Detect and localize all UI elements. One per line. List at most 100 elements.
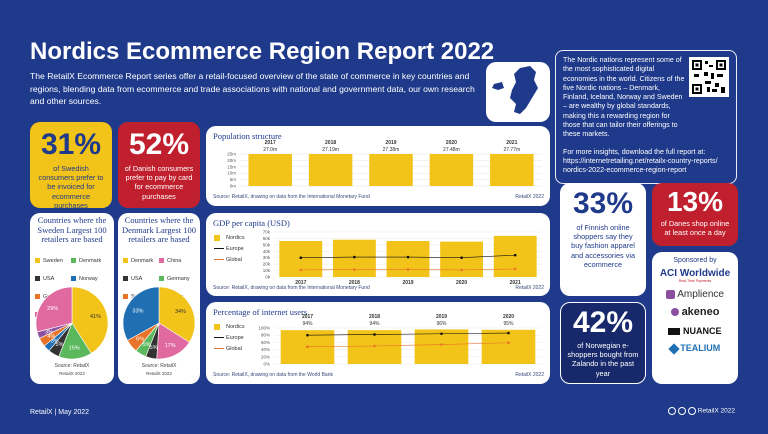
value-label: 94% <box>369 321 380 327</box>
by-icon <box>678 407 687 415</box>
pie-label: 33% <box>132 309 143 315</box>
intro-text: The RetailX Ecommerce Report series offe… <box>30 71 475 106</box>
series-point <box>373 344 376 348</box>
sponsor-tealium[interactable]: TEALIUM <box>652 342 738 355</box>
series-point <box>353 255 356 259</box>
legend-swatch <box>123 258 128 264</box>
y-tick-label: 20k <box>263 262 271 267</box>
pie-label: 41% <box>90 314 101 320</box>
year-label: 2020 <box>446 140 457 146</box>
pie-chart-denmark: 34%17%5%5%6%33% <box>122 286 196 360</box>
pie-slice <box>35 286 73 333</box>
pie-slice <box>122 286 160 341</box>
series-point <box>460 256 463 260</box>
series-point <box>299 268 303 272</box>
legend-item: Germany <box>159 275 195 283</box>
info-paragraph-1: The Nordic nations represent some of the… <box>563 56 685 139</box>
chart-source: Source: RetailX, drawing on data from th… <box>213 372 333 378</box>
y-tick-label: 30k <box>263 255 271 260</box>
qr-code-icon[interactable] <box>689 57 729 97</box>
pie-panel-sweden: Countries where the Sweden Largest 100 r… <box>30 213 114 384</box>
sponsor-nuance[interactable]: NUANCE <box>652 326 738 336</box>
chart-source: Source: RetailX, drawing on data from th… <box>213 285 370 291</box>
x-tick-label: 2017 <box>295 280 306 285</box>
series-point <box>513 253 517 257</box>
pie-chart-sweden: 41%15%5%3%4%3%29% <box>35 286 109 360</box>
stat-card-33: 33% of Finnish online shoppers say they … <box>560 183 646 296</box>
y-tick-label: 0m <box>230 184 237 189</box>
sponsors-title: Sponsored by <box>673 257 717 264</box>
pie-title: Countries where the Sweden Largest 100 r… <box>37 215 107 244</box>
pie-label: 5% <box>143 342 151 348</box>
legend-line-marker <box>214 337 224 339</box>
year-label: 2019 <box>385 140 396 146</box>
x-tick-label: 2019 <box>402 280 413 285</box>
stat-value: 13% <box>666 186 724 217</box>
y-tick-label: 10m <box>227 171 236 176</box>
y-tick-label: 20m <box>227 158 236 163</box>
series-point <box>406 268 410 271</box>
legend-item: USA <box>123 275 159 283</box>
legend-item: Sweden <box>35 257 71 265</box>
y-tick-label: 60k <box>263 236 271 241</box>
series-point <box>306 333 309 337</box>
value-label: 94% <box>302 321 313 327</box>
footer-right: RetailX 2022 <box>668 407 735 415</box>
nordics-bar <box>386 241 430 277</box>
legend-label: Sweden <box>43 258 63 264</box>
y-tick-label: 40% <box>261 347 270 352</box>
value-label: 95% <box>503 321 514 327</box>
chart-legend: Nordics Europe Global <box>214 233 245 266</box>
legend-swatch <box>214 323 220 330</box>
y-tick-label: 40k <box>263 249 271 254</box>
legend-line-marker <box>214 248 224 250</box>
legend-swatch <box>214 234 220 241</box>
info-paragraph-2[interactable]: For more insights, download the full rep… <box>563 147 718 175</box>
population-bar <box>248 154 292 186</box>
chart-title: Percentage of internet users <box>213 307 308 317</box>
y-tick-label: 5m <box>230 177 237 182</box>
series-point <box>440 332 443 336</box>
population-bar <box>308 154 353 186</box>
series-point <box>513 267 517 271</box>
pie-copyright: RetailX 2022 <box>59 371 85 376</box>
sponsor-amplience[interactable]: Amplience <box>652 289 738 300</box>
stat-text: of Finnish online shoppers say they buy … <box>570 223 636 269</box>
series-point <box>507 331 510 335</box>
population-panel: Population structure 25m 20m 15m 10m 5m 0m 201… <box>206 126 550 206</box>
legend-swatch <box>123 294 128 300</box>
population-bar <box>429 154 474 186</box>
pie-label: 5% <box>150 345 158 351</box>
nordics-map <box>486 62 550 122</box>
footer-copyright: RetailX 2022 <box>697 407 735 415</box>
legend-item: Nordics <box>214 322 245 333</box>
legend-label: Nordics <box>226 324 245 330</box>
value-label: 27.38m <box>383 147 400 153</box>
sponsor-akeneo[interactable]: akeneo <box>652 306 738 318</box>
stat-value: 42% <box>572 306 634 339</box>
nuance-logo-icon <box>668 328 681 336</box>
pie-label: 15% <box>69 345 80 351</box>
x-tick-label: 2021 <box>510 280 521 285</box>
series-point <box>507 341 510 345</box>
legend-label: Denmark <box>131 258 154 264</box>
pie-source: Source: RetailX <box>54 363 90 369</box>
series-point <box>460 268 463 272</box>
pie-label: 4% <box>47 334 55 340</box>
series-point <box>373 333 376 336</box>
pie-label: 34% <box>175 309 186 315</box>
pie-title: Countries where the Denmark Largest 100 … <box>122 215 196 244</box>
akeneo-logo-icon <box>670 308 679 317</box>
y-tick-label: 25m <box>227 152 236 157</box>
x-tick-label: 2018 <box>349 280 360 285</box>
nd-icon <box>687 407 696 415</box>
x-tick-label: 2020 <box>456 280 467 285</box>
internet-chart: 100%80%60%40%20%0%201794%201894%201996%2… <box>258 314 542 367</box>
sponsor-aci[interactable]: ACI Worldwide Real-Time Payments <box>652 268 738 283</box>
pie-source: Source: RetailX <box>141 363 177 369</box>
legend-swatch <box>159 258 164 264</box>
legend-label: Denmark <box>79 258 102 264</box>
pie-label: 6% <box>136 337 144 343</box>
pie-label: 3% <box>51 338 59 344</box>
tealium-logo-icon <box>668 342 680 355</box>
